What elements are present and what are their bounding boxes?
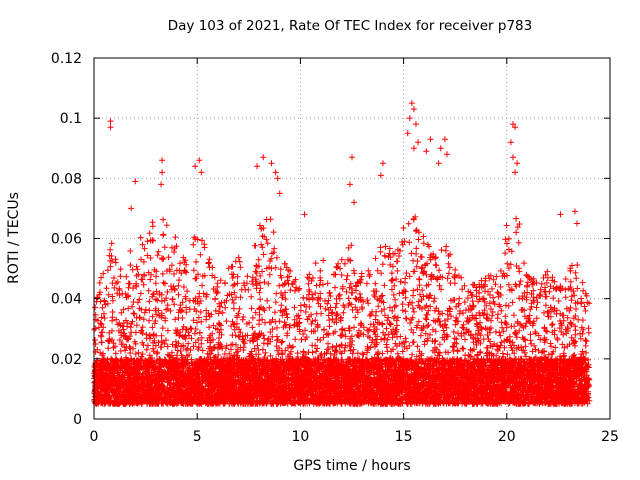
y-axis-title: ROTI / TECUs: [6, 192, 22, 284]
roti-outlier-point: [514, 160, 521, 167]
roti-outlier-point: [406, 115, 413, 122]
roti-outlier-point: [412, 121, 419, 128]
y-tick-label: 0.12: [51, 51, 82, 67]
roti-outlier-point: [260, 154, 267, 161]
roti-outlier-point: [107, 118, 114, 125]
x-axis-title: GPS time / hours: [293, 458, 410, 474]
roti-outlier-point: [158, 181, 165, 188]
x-tick-label: 5: [193, 429, 202, 445]
roti-outlier-point: [410, 145, 417, 152]
roti-outlier-point: [132, 178, 139, 185]
roti-outlier-point: [441, 136, 448, 143]
roti-outlier-point: [379, 160, 386, 167]
x-tick-label: 25: [601, 429, 619, 445]
roti-outlier-point: [128, 205, 135, 212]
roti-outlier-point: [512, 124, 519, 131]
roti-outlier-point: [423, 148, 430, 155]
chart-title: Day 103 of 2021, Rate Of TEC Index for r…: [168, 18, 532, 34]
y-tick-label: 0.04: [51, 292, 82, 308]
roti-outlier-point: [346, 181, 353, 188]
y-axis-ticks: 0 0.02 0.04 0.06 0.08 0.1 0.12: [51, 51, 610, 428]
roti-outlier-point: [404, 130, 411, 137]
y-tick-label: 0.08: [51, 171, 82, 187]
roti-outlier-point: [196, 157, 203, 164]
roti-outlier-point: [415, 139, 422, 146]
y-tick-label: 0.02: [51, 352, 82, 368]
y-tick-label: 0: [73, 412, 82, 428]
x-tick-label: 15: [395, 429, 413, 445]
y-tick-label: 0.1: [60, 111, 82, 127]
roti-outlier-point: [159, 157, 166, 164]
roti-outlier-point: [408, 100, 415, 107]
roti-outlier-point: [107, 124, 114, 131]
roti-outlier-point: [410, 106, 417, 113]
roti-outlier-point: [509, 154, 516, 161]
roti-outlier-point: [276, 190, 283, 197]
roti-outlier-point: [159, 169, 166, 176]
roti-outlier-point: [443, 151, 450, 158]
roti-outlier-point: [427, 136, 434, 143]
roti-outlier-point: [437, 145, 444, 152]
roti-outlier-point: [512, 169, 519, 176]
roti-outlier-point: [557, 211, 564, 218]
x-tick-label: 10: [291, 429, 309, 445]
x-tick-label: 20: [498, 429, 516, 445]
roti-outlier-point: [377, 172, 384, 179]
roti-outlier-point: [509, 121, 516, 128]
roti-outlier-point: [254, 163, 261, 170]
roti-outlier-point: [274, 175, 281, 182]
roti-point-cloud: [91, 213, 593, 407]
roti-outlier-point: [507, 139, 514, 146]
roti-outlier-point: [351, 199, 358, 206]
roti-outlier-point: [272, 169, 279, 176]
y-tick-label: 0.06: [51, 232, 82, 248]
roti-outlier-point: [192, 163, 199, 170]
roti-outlier-point: [349, 154, 355, 161]
x-tick-label: 0: [90, 429, 99, 445]
roti-outlier-point: [435, 160, 442, 167]
roti-outlier-point: [573, 220, 580, 227]
data-points: [91, 100, 593, 407]
roti-outlier-point: [268, 160, 275, 167]
roti-outlier-point: [301, 211, 308, 218]
roti-outlier-point: [198, 169, 205, 176]
roti-outlier-point: [571, 208, 578, 215]
x-axis-ticks: 0 5 10 15 20 25: [90, 58, 619, 445]
